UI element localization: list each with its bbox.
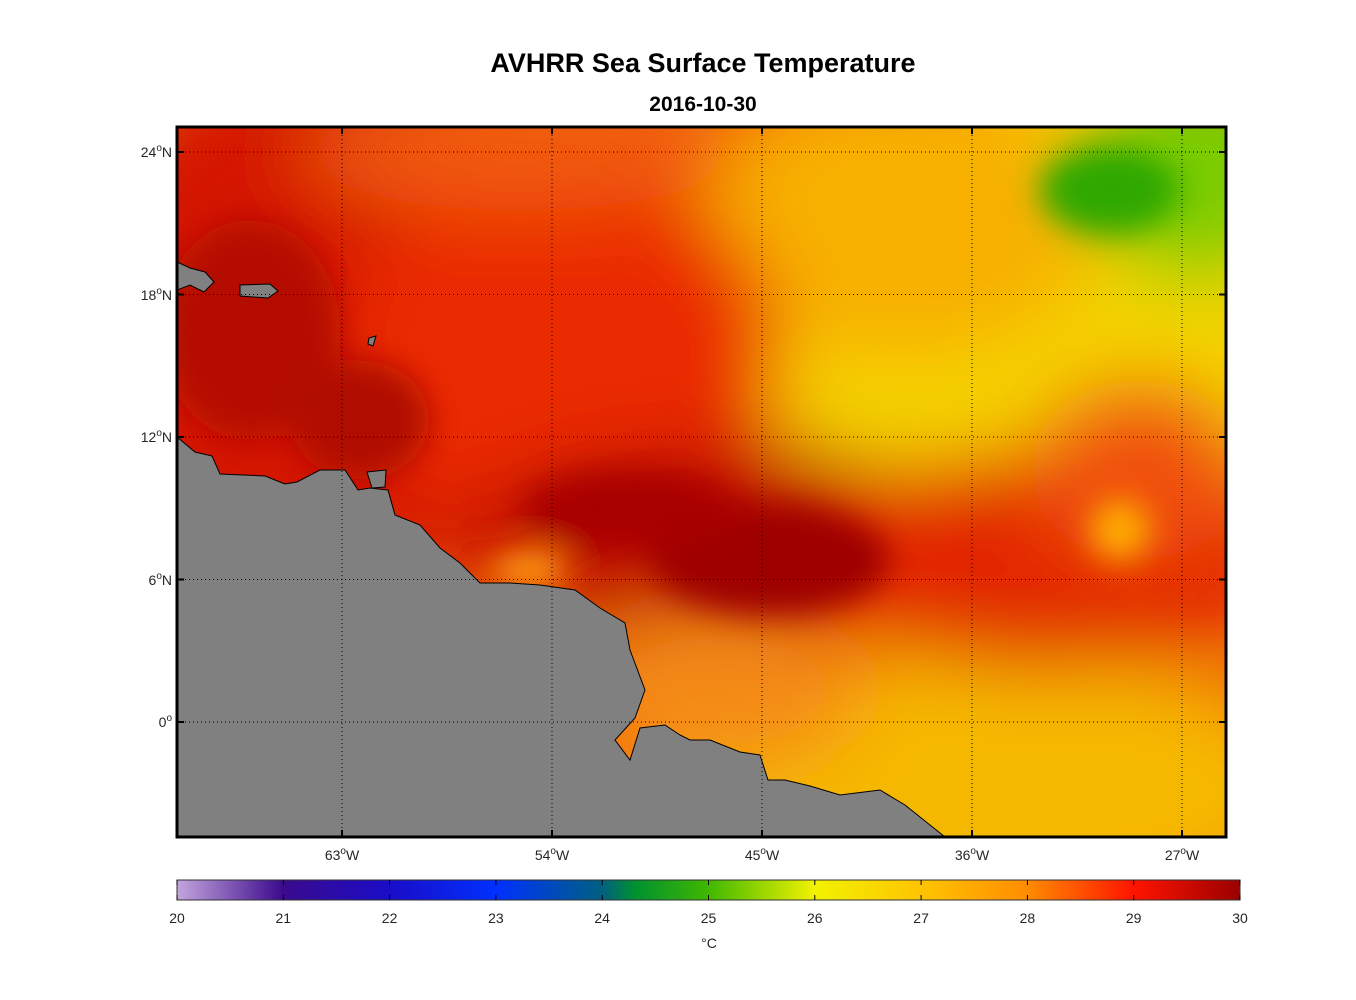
map-subtitle: 2016-10-30	[649, 93, 757, 116]
colorbar-tick-label: 24	[594, 910, 610, 926]
lon-label: 54oW	[534, 846, 570, 863]
colorbar-tick-label: 25	[700, 910, 717, 926]
colorbar-tick-label: 23	[488, 910, 504, 926]
colorbar-tick-label: 26	[807, 910, 823, 926]
caribbean-island-3	[367, 335, 377, 347]
lat-label: 0o	[158, 713, 172, 730]
colorbar-tick-label: 21	[275, 910, 292, 926]
colorbar-tick-label: 20	[169, 910, 185, 926]
lon-label: 27oW	[1164, 846, 1200, 863]
colorbar-tick-label: 30	[1232, 910, 1248, 926]
colorbar-tick-label: 22	[381, 910, 398, 926]
lon-label: 45oW	[744, 846, 780, 863]
colorbar-ticks	[176, 880, 1241, 900]
lon-label: 36oW	[954, 846, 990, 863]
caribbean-island-4	[366, 469, 387, 489]
lat-label: 12oN	[140, 428, 172, 445]
lat-label: 18oN	[140, 285, 172, 303]
caribbean-island-1	[177, 261, 215, 293]
lon-label: 63oW	[324, 846, 360, 863]
colorbar-tick-label: 27	[913, 910, 929, 926]
lat-label: 24oN	[140, 143, 172, 160]
lat-label: 6oN	[148, 570, 172, 588]
graticule	[177, 127, 1226, 837]
map-title: AVHRR Sea Surface Temperature	[490, 48, 916, 78]
colorbar-unit: °C	[701, 935, 717, 951]
land-masses	[177, 261, 946, 837]
colorbar-tick-label: 28	[1019, 910, 1036, 926]
map-frame	[175, 125, 1228, 839]
colorbar-tick-label: 29	[1125, 910, 1142, 926]
south-america-land	[177, 436, 946, 837]
